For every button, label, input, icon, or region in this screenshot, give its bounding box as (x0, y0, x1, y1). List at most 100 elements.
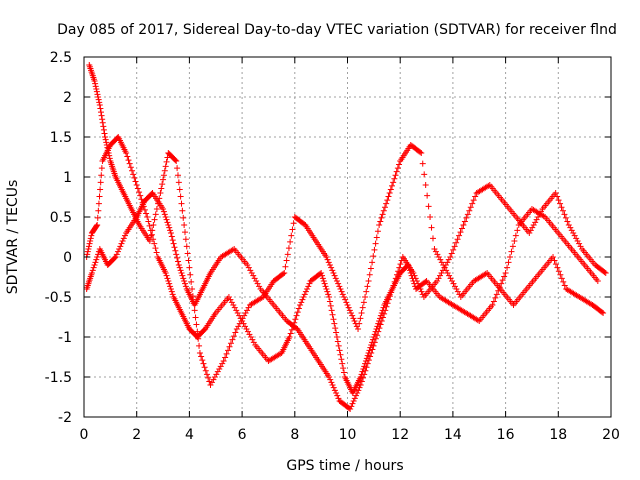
data-point-marker (86, 240, 93, 247)
data-point-marker (292, 316, 299, 323)
data-point-marker (419, 291, 426, 298)
data-point-marker (106, 155, 113, 162)
data-point-marker (424, 192, 431, 199)
data-point-marker (249, 336, 256, 343)
grid-lines (84, 57, 611, 417)
data-point-marker (358, 378, 365, 385)
data-point-marker (559, 207, 566, 214)
data-point-marker (514, 227, 521, 234)
data-point-marker (334, 392, 341, 399)
data-point-marker (474, 317, 481, 324)
data-point-marker (137, 192, 144, 199)
data-point-marker (367, 265, 374, 272)
data-point-marker (95, 207, 102, 214)
data-point-marker (169, 237, 176, 244)
data-point-marker (421, 171, 428, 178)
data-point-marker (91, 78, 98, 84)
data-point-marker (324, 256, 331, 263)
data-point-marker (241, 312, 248, 319)
data-point-marker (355, 387, 362, 394)
data-point-marker (438, 259, 445, 266)
data-point-marker (87, 235, 94, 242)
data-point-marker (560, 278, 567, 285)
data-point-marker (95, 94, 102, 100)
data-point-marker (99, 119, 106, 126)
data-point-marker (386, 190, 393, 196)
data-point-marker (396, 161, 403, 168)
data-point-marker (326, 262, 333, 268)
data-point-marker (230, 302, 237, 308)
y-axis-label: SDTVAR / TECUs (5, 180, 21, 295)
data-point-marker (450, 246, 457, 253)
data-point-marker (88, 232, 95, 239)
data-point-marker (164, 219, 171, 226)
data-point-marker (358, 310, 365, 316)
data-point-marker (329, 267, 336, 274)
data-point-marker (550, 254, 557, 260)
data-point-marker (344, 302, 351, 308)
data-point-marker (435, 275, 442, 282)
data-point-marker (181, 222, 188, 228)
data-point-marker (346, 307, 353, 314)
data-point-marker (103, 139, 110, 146)
data-point-marker (348, 403, 355, 410)
data-point-marker (126, 160, 133, 167)
data-point-marker (94, 91, 101, 98)
data-point-marker (247, 267, 254, 274)
data-point-marker (329, 382, 336, 388)
data-point-marker (166, 280, 173, 287)
data-point-marker (330, 316, 337, 323)
data-point-marker (203, 371, 210, 378)
axes: 0 2 4 6 8 10 12 14 16 18 20 -2 -1.5 -1 -0.5 0 0.5 1 1.5 2 2.… (45, 50, 620, 443)
data-point-marker (287, 330, 294, 337)
x-tick-label: 14 (444, 427, 462, 443)
data-point-marker (365, 278, 372, 284)
data-point-marker (536, 211, 543, 218)
data-point-marker (532, 219, 539, 226)
data-point-marker (325, 291, 332, 298)
data-point-marker (111, 254, 118, 261)
data-point-marker (319, 272, 326, 279)
data-point-marker (173, 158, 180, 164)
data-point-marker (530, 222, 537, 228)
data-point-marker (493, 291, 500, 298)
data-point-marker (114, 248, 121, 255)
y-tick-label: 1.5 (50, 130, 72, 146)
data-point-marker (369, 259, 376, 266)
data-point-marker (293, 312, 300, 319)
data-point-marker (103, 142, 110, 148)
data-point-marker (167, 230, 174, 236)
data-point-marker (298, 299, 305, 306)
data-point-marker (383, 303, 390, 310)
data-point-marker (324, 288, 331, 295)
data-point-marker (458, 225, 465, 232)
data-point-marker (360, 299, 367, 306)
data-point-marker (245, 304, 252, 311)
data-point-marker (600, 310, 607, 316)
data-point-marker (318, 270, 325, 276)
data-point-marker (469, 200, 476, 207)
data-point-marker (162, 270, 169, 276)
data-point-marker (540, 213, 547, 220)
data-point-marker (233, 307, 240, 314)
data-point-marker (396, 264, 403, 271)
data-point-marker (214, 368, 221, 375)
data-point-marker (328, 264, 335, 271)
data-point-marker (453, 239, 460, 246)
data-point-marker (179, 272, 186, 279)
data-point-marker (442, 262, 449, 268)
x-tick-label: 10 (339, 427, 357, 443)
data-point-marker (422, 182, 429, 188)
data-point-marker (130, 171, 137, 178)
x-tick-label: 2 (132, 427, 141, 443)
data-point-marker (451, 243, 458, 250)
data-point-marker (242, 310, 249, 316)
data-point-marker (330, 270, 337, 276)
data-point-marker (193, 321, 200, 328)
data-point-marker (377, 321, 384, 328)
data-point-marker (509, 243, 516, 250)
data-point-marker (161, 211, 168, 218)
data-point-marker (121, 232, 128, 239)
data-point-marker (152, 245, 159, 252)
data-point-marker (412, 275, 419, 282)
